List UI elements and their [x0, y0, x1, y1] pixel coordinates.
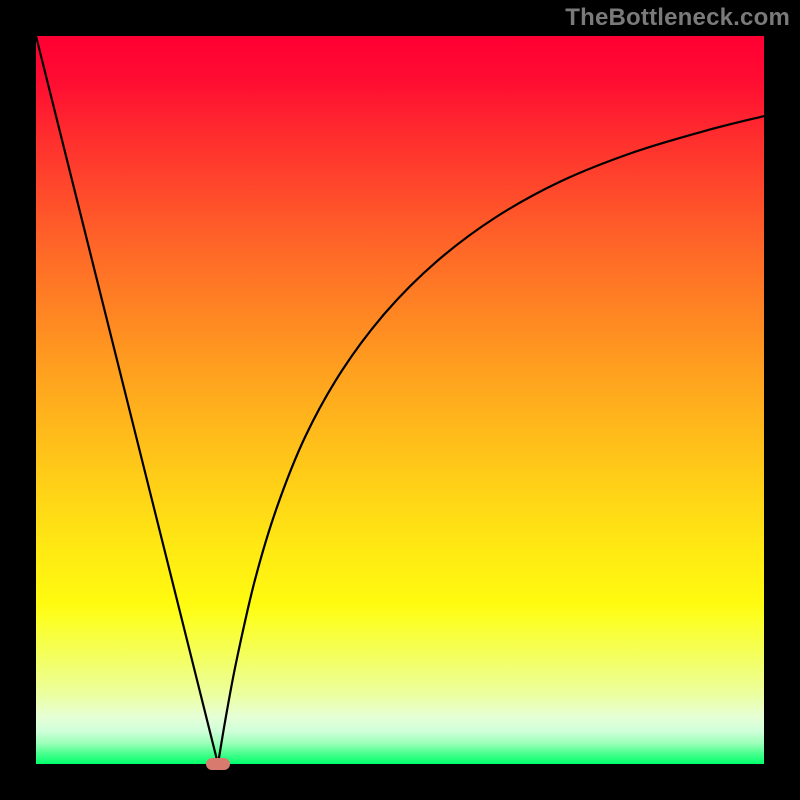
watermark-text: TheBottleneck.com: [565, 4, 790, 32]
bottleneck-chart: [36, 36, 764, 764]
chart-root: TheBottleneck.com: [0, 0, 800, 800]
optimal-point-marker: [206, 758, 230, 770]
